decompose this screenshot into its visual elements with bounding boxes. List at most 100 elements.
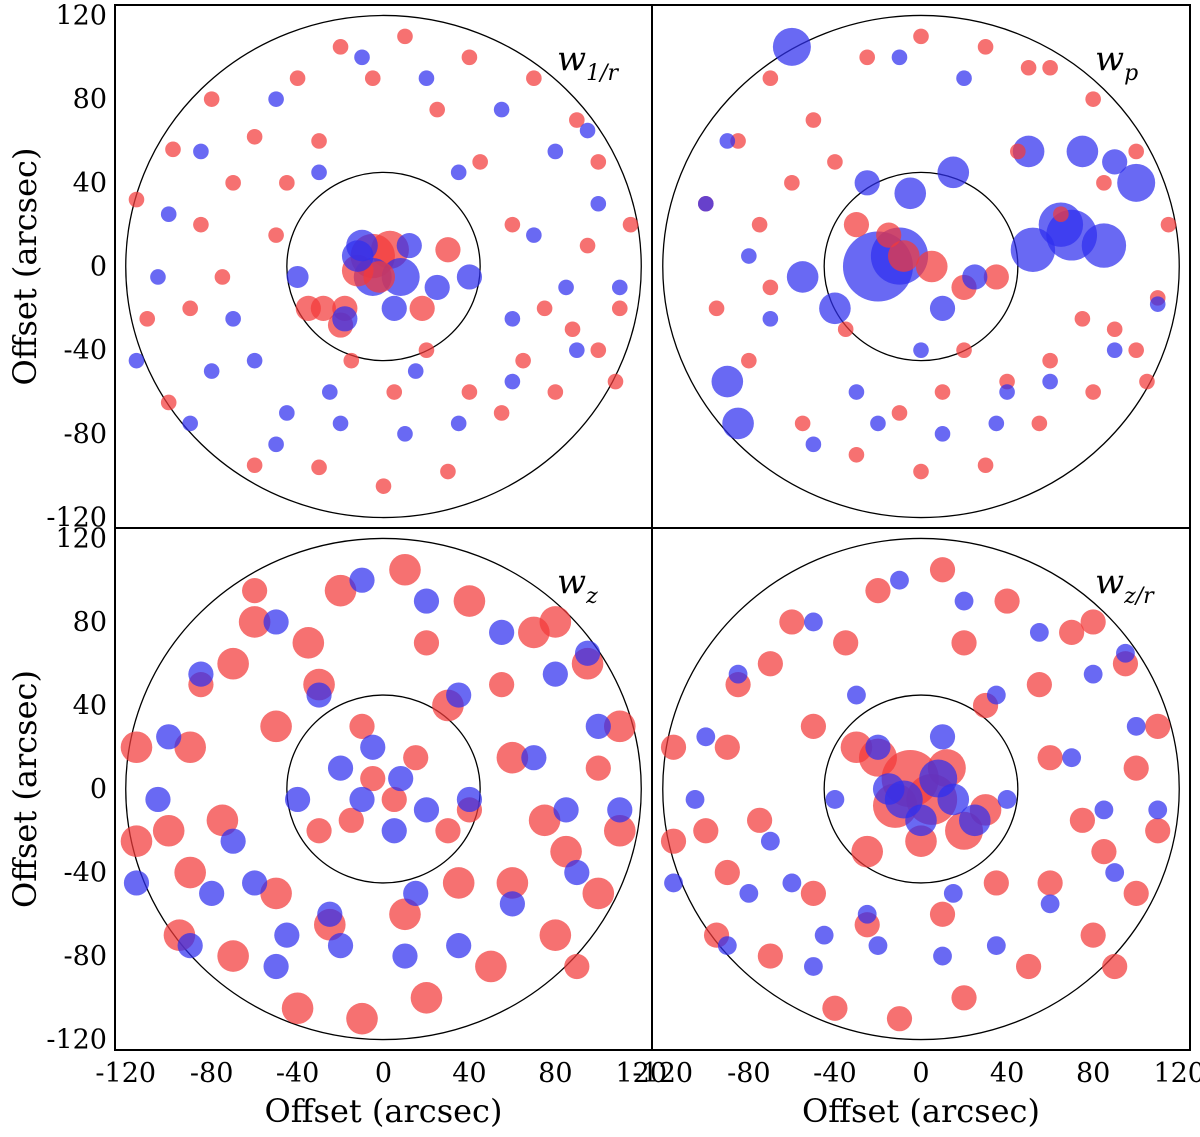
panel-label-subscript: z xyxy=(585,584,598,609)
blue-point xyxy=(905,804,937,837)
blue-point xyxy=(1116,643,1135,663)
blue-point xyxy=(804,957,823,976)
red-point xyxy=(214,269,231,285)
x-axis-label: Offset (arcsec) xyxy=(265,1092,503,1130)
red-point xyxy=(346,1002,378,1035)
blue-point xyxy=(1105,863,1125,882)
red-point xyxy=(306,818,332,844)
x-tick-label: -40 xyxy=(813,1058,856,1089)
blue-point xyxy=(865,734,891,760)
y-tick-label: 80 xyxy=(73,84,107,115)
red-point xyxy=(363,261,396,293)
red-point xyxy=(429,101,446,118)
y-tick-label: 120 xyxy=(55,523,107,554)
blue-point xyxy=(263,609,289,635)
red-point xyxy=(805,112,822,128)
blue-point xyxy=(933,946,952,966)
red-point xyxy=(714,859,740,886)
blue-point xyxy=(934,426,951,442)
panel-label: wz/r xyxy=(1095,562,1155,609)
y-tick-label: 40 xyxy=(73,690,107,721)
red-point xyxy=(1160,216,1177,233)
y-tick-label: 0 xyxy=(90,252,107,283)
red-point xyxy=(403,745,429,771)
blue-point xyxy=(943,884,963,903)
red-point xyxy=(496,741,529,774)
blue-point xyxy=(242,870,268,896)
red-point xyxy=(550,835,582,868)
red-point xyxy=(840,731,873,764)
blue-point xyxy=(388,765,414,792)
red-point xyxy=(1042,352,1058,369)
blue-point xyxy=(1149,296,1166,312)
blue-point xyxy=(999,384,1015,400)
blue-point xyxy=(286,265,309,288)
red-point xyxy=(182,300,198,317)
red-point xyxy=(569,112,585,128)
red-point xyxy=(751,216,768,233)
blue-point xyxy=(203,363,220,379)
red-point xyxy=(260,710,292,743)
red-point xyxy=(827,154,843,170)
red-point xyxy=(794,415,811,432)
blue-point xyxy=(145,786,171,813)
red-point xyxy=(528,804,561,837)
y-axis-label: Offset (arcsec) xyxy=(6,148,44,386)
x-tick-label: -120 xyxy=(632,1058,693,1089)
red-point xyxy=(934,384,951,400)
blue-point xyxy=(913,342,929,358)
red-point xyxy=(1053,206,1069,222)
red-point xyxy=(238,606,271,638)
red-point xyxy=(493,405,510,421)
red-point xyxy=(311,133,327,149)
red-point xyxy=(203,91,220,107)
red-point xyxy=(375,478,392,494)
red-point xyxy=(1074,311,1091,327)
blue-point xyxy=(182,415,198,432)
red-point xyxy=(139,311,156,327)
red-point xyxy=(1123,755,1149,781)
red-point xyxy=(442,867,475,899)
blue-point xyxy=(128,352,145,369)
y-tick-label: 0 xyxy=(90,774,107,805)
red-point xyxy=(762,279,779,296)
blue-point xyxy=(728,664,748,684)
panel-4: wz/r xyxy=(651,527,1191,1051)
red-point xyxy=(977,457,994,474)
blue-point xyxy=(1102,149,1128,175)
red-point xyxy=(851,835,883,868)
blue-point xyxy=(1094,800,1114,820)
blue-point xyxy=(574,640,601,666)
blue-point xyxy=(786,261,819,293)
red-point xyxy=(435,237,461,263)
red-point xyxy=(915,250,948,283)
blue-point xyxy=(929,295,956,321)
blue-point xyxy=(1029,623,1049,642)
blue-point xyxy=(413,797,440,823)
red-point xyxy=(590,154,607,170)
red-point xyxy=(822,995,848,1021)
red-point xyxy=(364,70,381,87)
red-point xyxy=(526,70,542,87)
blue-point xyxy=(1066,135,1099,168)
blue-point xyxy=(547,143,564,160)
blue-point xyxy=(123,870,150,896)
blue-point xyxy=(772,27,811,66)
inner-circle xyxy=(823,171,1019,362)
blue-point xyxy=(504,373,521,390)
blue-point xyxy=(354,49,370,66)
red-point xyxy=(859,49,875,66)
blue-point xyxy=(929,724,956,750)
blue-point xyxy=(332,415,349,432)
x-tick-label: 80 xyxy=(538,1058,572,1089)
blue-point xyxy=(819,292,851,325)
blue-point xyxy=(962,264,988,290)
blue-point xyxy=(739,884,759,903)
red-point xyxy=(160,394,177,411)
panel-label-subscript: z/r xyxy=(1123,584,1155,609)
blue-point xyxy=(220,828,246,854)
red-point xyxy=(784,175,800,191)
blue-point xyxy=(722,407,754,440)
red-point xyxy=(279,175,295,191)
